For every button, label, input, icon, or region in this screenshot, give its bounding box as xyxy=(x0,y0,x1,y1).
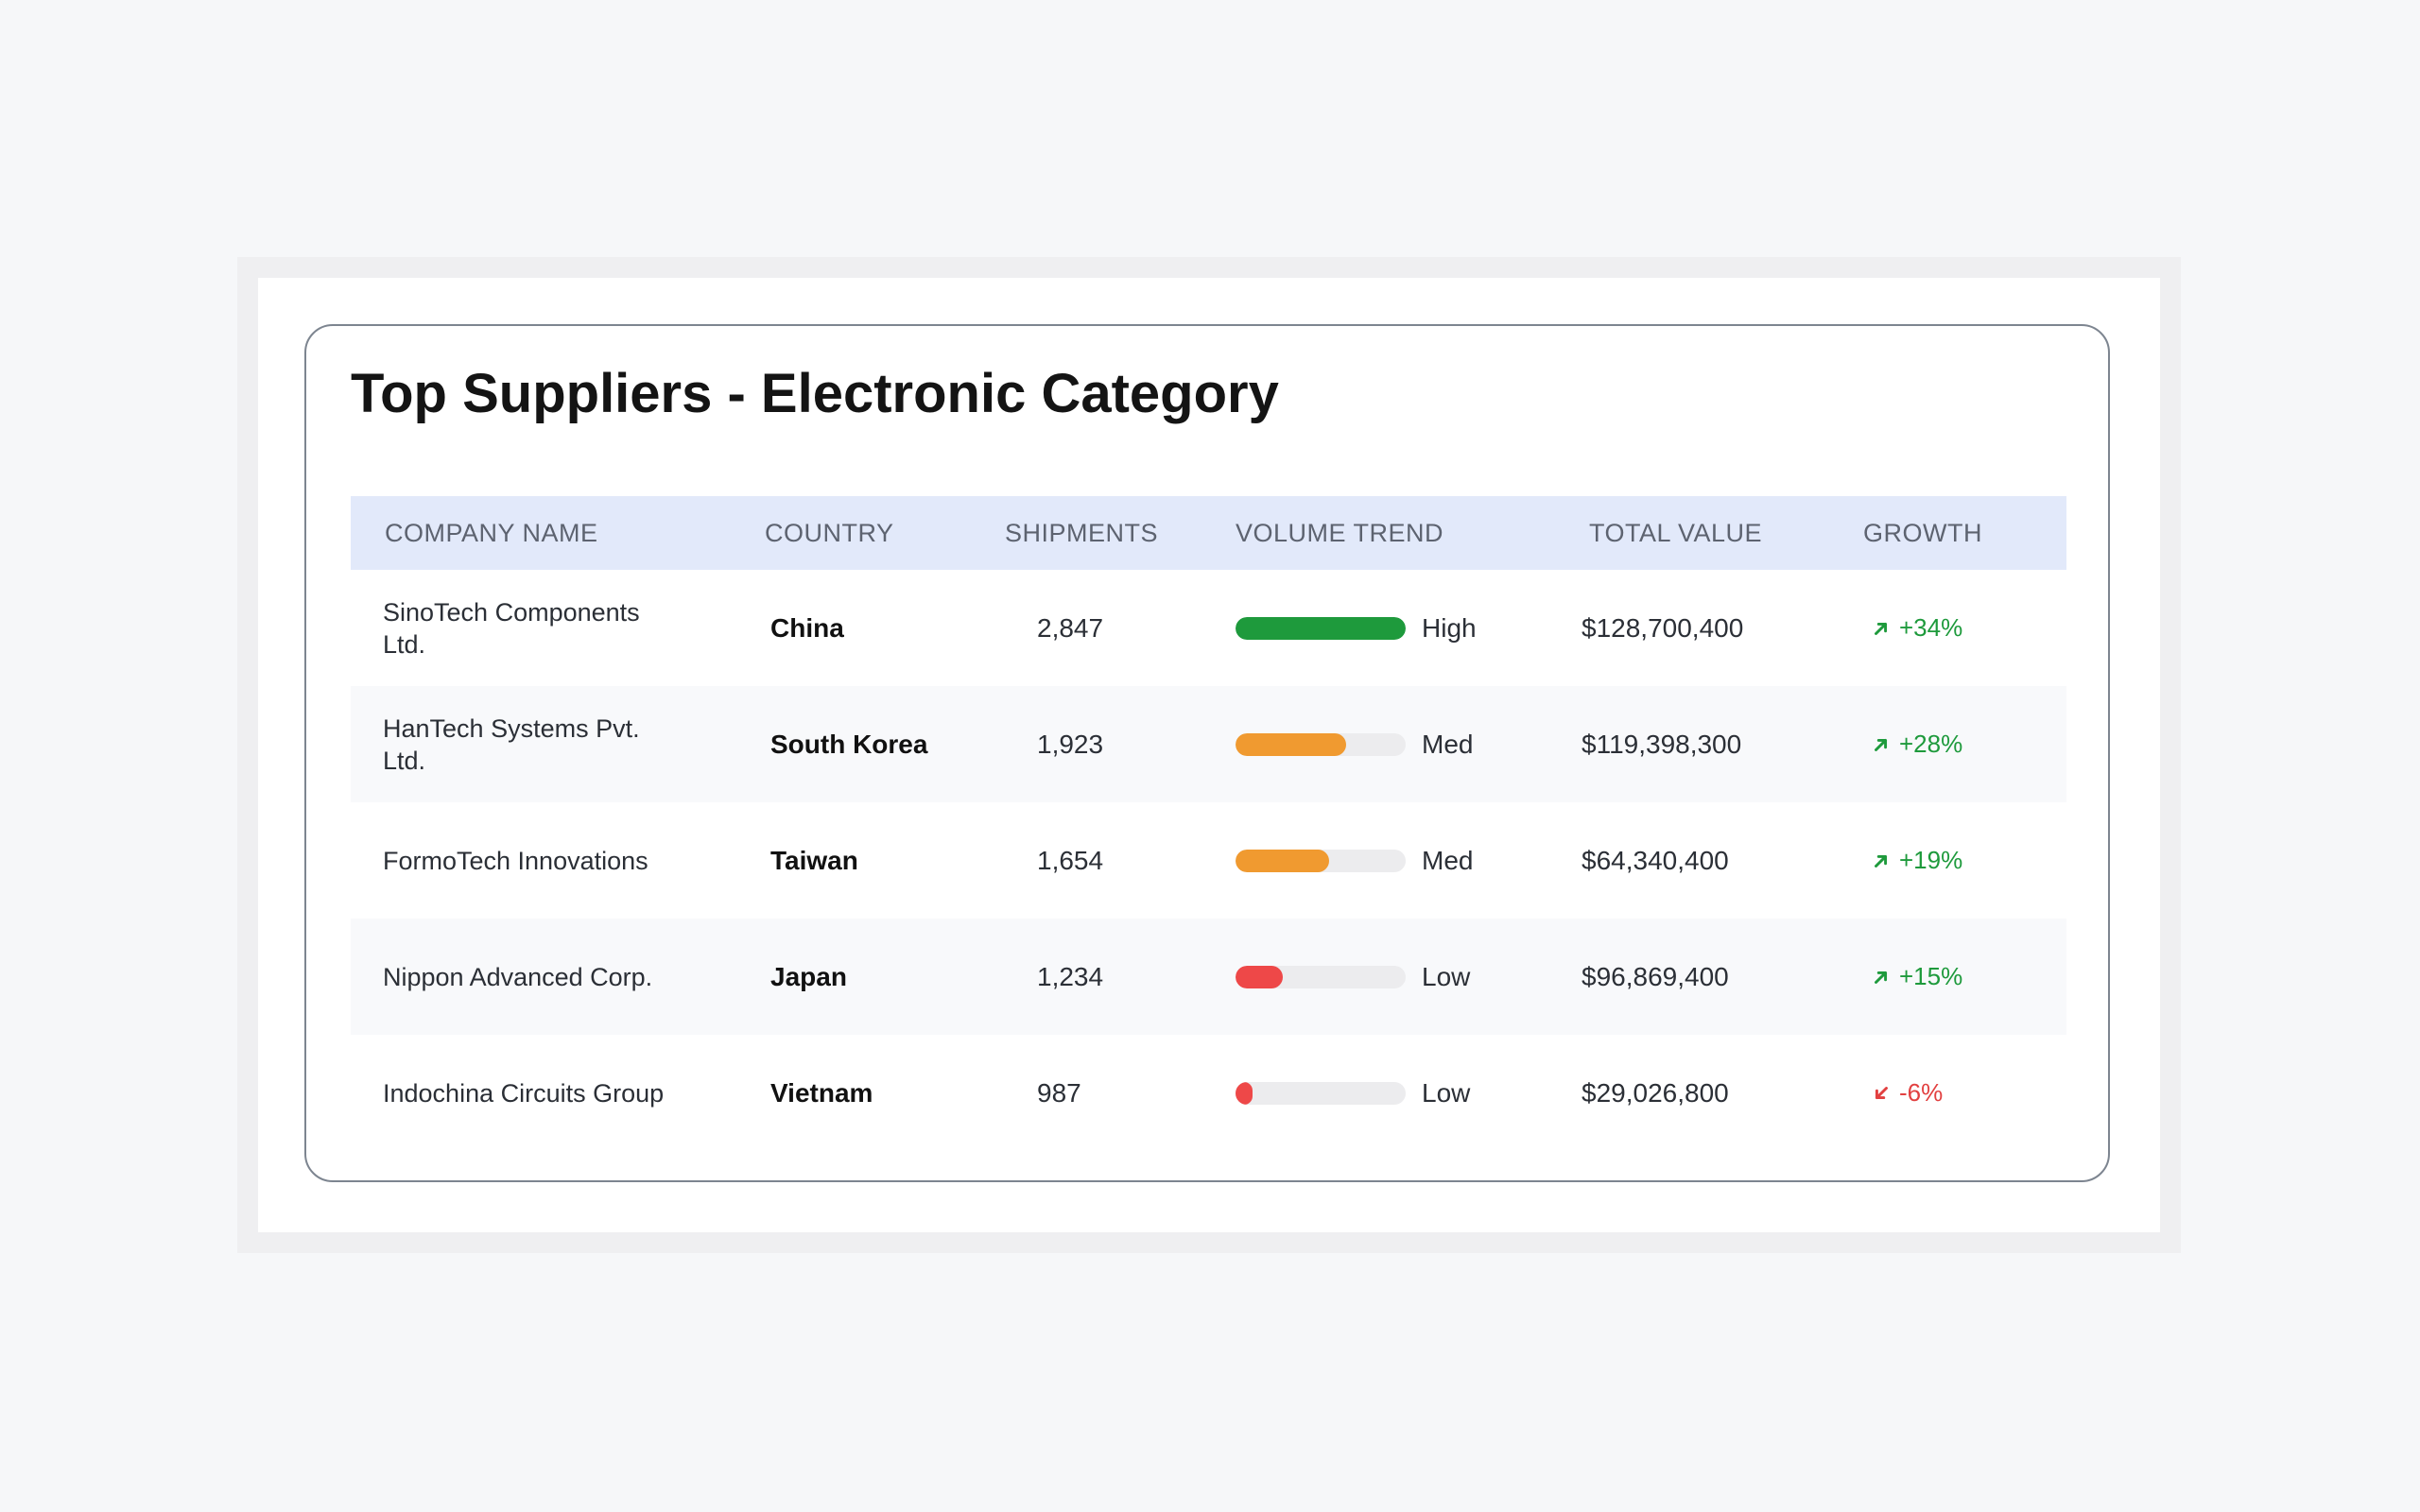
table-row[interactable]: FormoTech Innovations Taiwan 1,654 Med $… xyxy=(351,802,2066,919)
arrow-down-left-icon xyxy=(1875,1086,1888,1099)
arrow-up-right-icon xyxy=(1875,738,1888,751)
volume-trend: Med xyxy=(1236,802,1473,919)
volume-trend-label: Low xyxy=(1422,961,1471,991)
shipments-count: 2,847 xyxy=(1037,612,1104,643)
country: Vietnam xyxy=(770,1077,873,1108)
country: South Korea xyxy=(770,729,928,759)
column-header-company[interactable]: COMPANY NAME xyxy=(385,519,598,547)
country: China xyxy=(770,612,844,643)
company-name: Nippon Advanced Corp. xyxy=(383,962,653,991)
growth-value: +28% xyxy=(1899,730,1963,758)
shipments-count: 1,654 xyxy=(1037,845,1104,875)
total-value: $119,398,300 xyxy=(1582,729,1742,759)
arrow-up-right-icon xyxy=(1875,971,1888,984)
volume-trend-bar-track xyxy=(1236,1081,1406,1105)
company-name: SinoTech Components Ltd. xyxy=(383,597,640,659)
volume-trend-bar-fill xyxy=(1236,616,1406,640)
country: Japan xyxy=(770,961,847,991)
company-name: Indochina Circuits Group xyxy=(383,1078,665,1108)
growth-value: +19% xyxy=(1899,846,1963,874)
volume-trend-bar-fill xyxy=(1236,1081,1253,1105)
volume-trend-bar-fill xyxy=(1236,849,1329,872)
total-value: $96,869,400 xyxy=(1582,961,1729,991)
suppliers-card: Top Suppliers - Electronic Category COMP… xyxy=(304,324,2110,1182)
volume-trend-bar-track xyxy=(1236,732,1406,756)
growth: +15% xyxy=(1871,919,1962,1035)
table-row[interactable]: Nippon Advanced Corp. Japan 1,234 Low $9… xyxy=(351,919,2066,1035)
volume-trend-bar-fill xyxy=(1236,965,1284,988)
table-body: SinoTech Components Ltd. China 2,847 Hig… xyxy=(351,570,2066,1151)
column-header-volume-trend[interactable]: VOLUME TREND xyxy=(1236,519,1444,547)
growth-value: +15% xyxy=(1899,962,1963,990)
volume-trend-label: Med xyxy=(1422,845,1474,875)
column-header-country[interactable]: COUNTRY xyxy=(765,519,894,547)
shipments-count: 1,234 xyxy=(1037,961,1104,991)
table-row[interactable]: Indochina Circuits Group Vietnam 987 Low… xyxy=(351,1035,2066,1151)
column-header-total-value[interactable]: TOTAL VALUE xyxy=(1589,519,1763,547)
suppliers-table: COMPANY NAME COUNTRY SHIPMENTS VOLUME TR… xyxy=(351,496,2066,1151)
column-header-shipments[interactable]: SHIPMENTS xyxy=(1005,519,1159,547)
volume-trend: Low xyxy=(1236,1035,1470,1151)
company-name: FormoTech Innovations xyxy=(383,846,648,875)
growth: -6% xyxy=(1871,1035,1943,1151)
volume-trend-label: Med xyxy=(1422,729,1474,759)
volume-trend-bar-fill xyxy=(1236,732,1346,756)
volume-trend-bar-track xyxy=(1236,616,1406,640)
arrow-up-right-icon xyxy=(1875,854,1888,868)
volume-trend: Low xyxy=(1236,919,1470,1035)
country: Taiwan xyxy=(770,845,858,875)
card-title: Top Suppliers - Electronic Category xyxy=(351,363,1279,424)
shipments-count: 987 xyxy=(1037,1077,1081,1108)
outer-card: Top Suppliers - Electronic Category COMP… xyxy=(258,278,2160,1232)
volume-trend: Med xyxy=(1236,686,1473,802)
volume-trend-bar-track xyxy=(1236,965,1406,988)
table-row[interactable]: SinoTech Components Ltd. China 2,847 Hig… xyxy=(351,570,2066,686)
total-value: $64,340,400 xyxy=(1582,845,1729,875)
volume-trend-label: High xyxy=(1422,612,1477,643)
table-row[interactable]: HanTech Systems Pvt. Ltd. South Korea 1,… xyxy=(351,686,2066,802)
volume-trend-bar-track xyxy=(1236,849,1406,872)
volume-trend: High xyxy=(1236,570,1477,686)
volume-trend-label: Low xyxy=(1422,1077,1471,1108)
growth-value: -6% xyxy=(1899,1078,1944,1107)
company-name: HanTech Systems Pvt. Ltd. xyxy=(383,713,640,775)
growth: +28% xyxy=(1871,686,1962,802)
column-header-growth[interactable]: GROWTH xyxy=(1863,519,1982,547)
total-value: $29,026,800 xyxy=(1582,1077,1729,1108)
growth: +34% xyxy=(1871,570,1962,686)
growth-value: +34% xyxy=(1899,613,1963,642)
growth: +19% xyxy=(1871,802,1962,919)
table-header: COMPANY NAME COUNTRY SHIPMENTS VOLUME TR… xyxy=(351,496,2066,570)
shipments-count: 1,923 xyxy=(1037,729,1104,759)
arrow-up-right-icon xyxy=(1875,622,1888,635)
total-value: $128,700,400 xyxy=(1582,612,1744,643)
